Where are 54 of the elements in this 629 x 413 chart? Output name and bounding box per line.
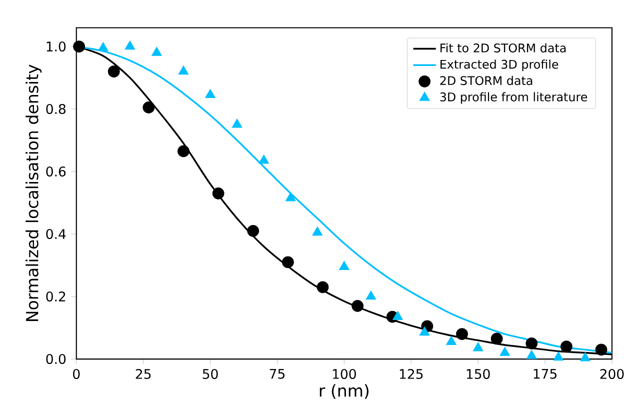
legend-label: Extracted 3D profile — [440, 60, 558, 72]
point — [316, 281, 329, 294]
point — [98, 42, 108, 52]
point — [446, 336, 456, 346]
x-tick-label: 200 — [600, 369, 624, 380]
point — [595, 344, 608, 356]
y-tick-label: 0.6 — [46, 166, 66, 177]
point — [352, 300, 364, 312]
point — [392, 311, 403, 320]
x-axis-title: r (nm) — [320, 384, 368, 400]
y-tick-label: 0.4 — [46, 229, 66, 240]
legend-label: 2D STORM data — [440, 76, 532, 86]
x-tick-label: 125 — [400, 369, 423, 380]
point — [285, 192, 296, 202]
x-tick-label: 150 — [466, 369, 490, 380]
x-tick-label: 175 — [534, 369, 556, 380]
x-tick-label: 0 — [73, 369, 80, 380]
point — [178, 66, 189, 75]
point — [419, 326, 430, 336]
point — [553, 352, 564, 361]
point — [560, 340, 572, 353]
x-tick-label: 100 — [333, 369, 356, 380]
point — [124, 40, 136, 50]
point — [366, 290, 376, 300]
point — [142, 102, 155, 114]
point — [73, 40, 86, 53]
legend-label: Fit to 2D STORM data — [440, 43, 566, 53]
point — [152, 47, 162, 56]
point — [258, 154, 270, 164]
point — [205, 89, 216, 98]
point — [338, 261, 350, 270]
point — [212, 188, 224, 200]
point — [178, 145, 190, 158]
y-tick-label: 0.0 — [46, 354, 66, 364]
legend-label: 3D profile from literature — [440, 92, 588, 104]
y-axis-title: Normalized localisation density — [26, 64, 42, 322]
point — [312, 226, 323, 236]
point — [282, 256, 294, 268]
point — [108, 66, 120, 78]
x-tick-label: 25 — [136, 369, 151, 380]
point — [526, 350, 537, 360]
point — [580, 352, 590, 362]
y-tick-label: 0.2 — [46, 292, 66, 302]
point — [500, 347, 510, 356]
point — [456, 328, 468, 340]
y-tick-label: 0.8 — [46, 104, 66, 114]
y-tick-label: 1.0 — [46, 42, 66, 52]
point — [490, 332, 503, 345]
point — [232, 118, 242, 128]
point — [526, 338, 538, 350]
point — [247, 225, 260, 238]
x-tick-label: 50 — [202, 369, 218, 380]
x-tick-label: 75 — [270, 369, 284, 380]
point — [472, 342, 484, 352]
